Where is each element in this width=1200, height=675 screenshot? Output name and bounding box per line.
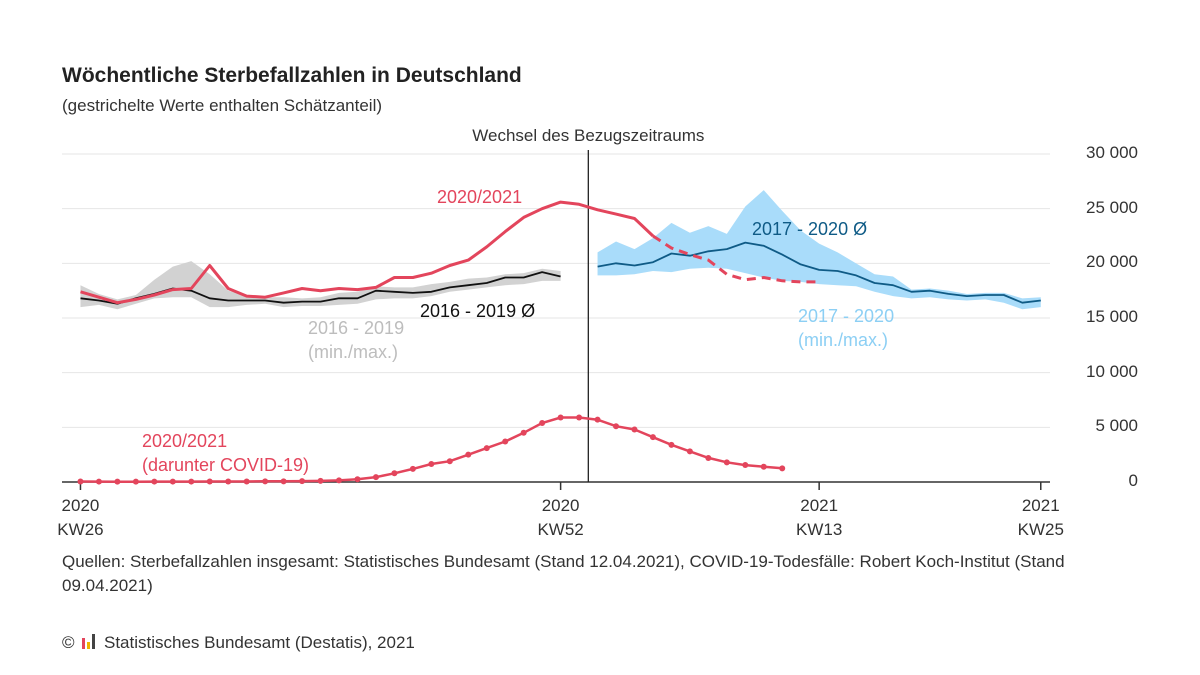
logo-bar [82, 638, 85, 649]
y-tick-label: 15 000 [1086, 307, 1138, 326]
series-label: 2017 - 2020 (min./max.) [798, 306, 895, 350]
point [446, 458, 453, 465]
line [597, 241, 1041, 304]
series-label: 2020/2021 [437, 187, 523, 207]
logo-bar [87, 642, 90, 649]
y-tick-label: 10 000 [1086, 361, 1138, 381]
sources: Quellen: Sterbefallzahlen insgesamt: Sta… [62, 552, 1065, 595]
y-tick-label: 30 000 [1086, 143, 1138, 162]
point [502, 438, 509, 445]
copyright: © [62, 633, 75, 652]
series-label: 2020/2021 (darunter COVID-19) [142, 431, 310, 475]
point [299, 478, 306, 485]
point [557, 414, 564, 421]
point [262, 478, 269, 485]
point [539, 419, 546, 426]
x-tick-label: 2020 KW52 [537, 496, 584, 539]
point [151, 478, 158, 485]
point [686, 448, 693, 455]
y-tick-label: 5 000 [1095, 416, 1138, 436]
point [520, 429, 527, 436]
point [668, 441, 675, 448]
line [80, 200, 655, 305]
logo-bar [92, 634, 95, 649]
chart-title: Wöchentliche Sterbefallzahlen in Deutsch… [62, 64, 522, 87]
point [225, 478, 232, 485]
point [95, 478, 102, 485]
point [243, 478, 250, 485]
point [594, 416, 601, 423]
point [428, 460, 435, 467]
point [188, 478, 195, 485]
point [409, 465, 416, 472]
series-label: 2016 - 2019 (min./max.) [308, 318, 405, 362]
chart-subtitle: (gestrichelte Werte enthalten Schätzante… [62, 96, 383, 115]
point [649, 434, 656, 441]
series-label: 2017 - 2020 Ø [752, 219, 868, 239]
point [705, 454, 712, 461]
point [631, 426, 638, 433]
point [206, 478, 213, 485]
point [779, 465, 786, 472]
point [114, 478, 121, 485]
point [336, 477, 343, 484]
point [742, 462, 749, 469]
point [280, 478, 287, 485]
point [317, 477, 324, 484]
point [372, 474, 379, 481]
point [760, 463, 767, 470]
estimated-line [652, 234, 820, 284]
x-tick-label: 2020 KW26 [57, 496, 104, 539]
range-band [597, 190, 1041, 310]
point [77, 478, 84, 485]
point [354, 476, 361, 483]
series-label: 2016 - 2019 Ø [420, 301, 536, 321]
range-band [80, 261, 561, 310]
y-tick-label: 0 [1128, 471, 1138, 490]
reference-label: Wechsel des Bezugszeitraums [472, 126, 705, 145]
point [391, 470, 398, 477]
point [613, 423, 620, 430]
credit: Statistisches Bundesamt (Destatis), 2021 [104, 633, 415, 652]
y-tick-label: 25 000 [1086, 197, 1138, 217]
point [465, 451, 472, 458]
x-tick-label: 2021 KW13 [796, 496, 843, 539]
point [483, 445, 490, 452]
point [723, 459, 730, 466]
y-tick-label: 20 000 [1086, 252, 1138, 272]
point [576, 414, 583, 421]
point [132, 478, 139, 485]
point [169, 478, 176, 485]
x-tick-label: 2021 KW25 [1017, 496, 1064, 539]
